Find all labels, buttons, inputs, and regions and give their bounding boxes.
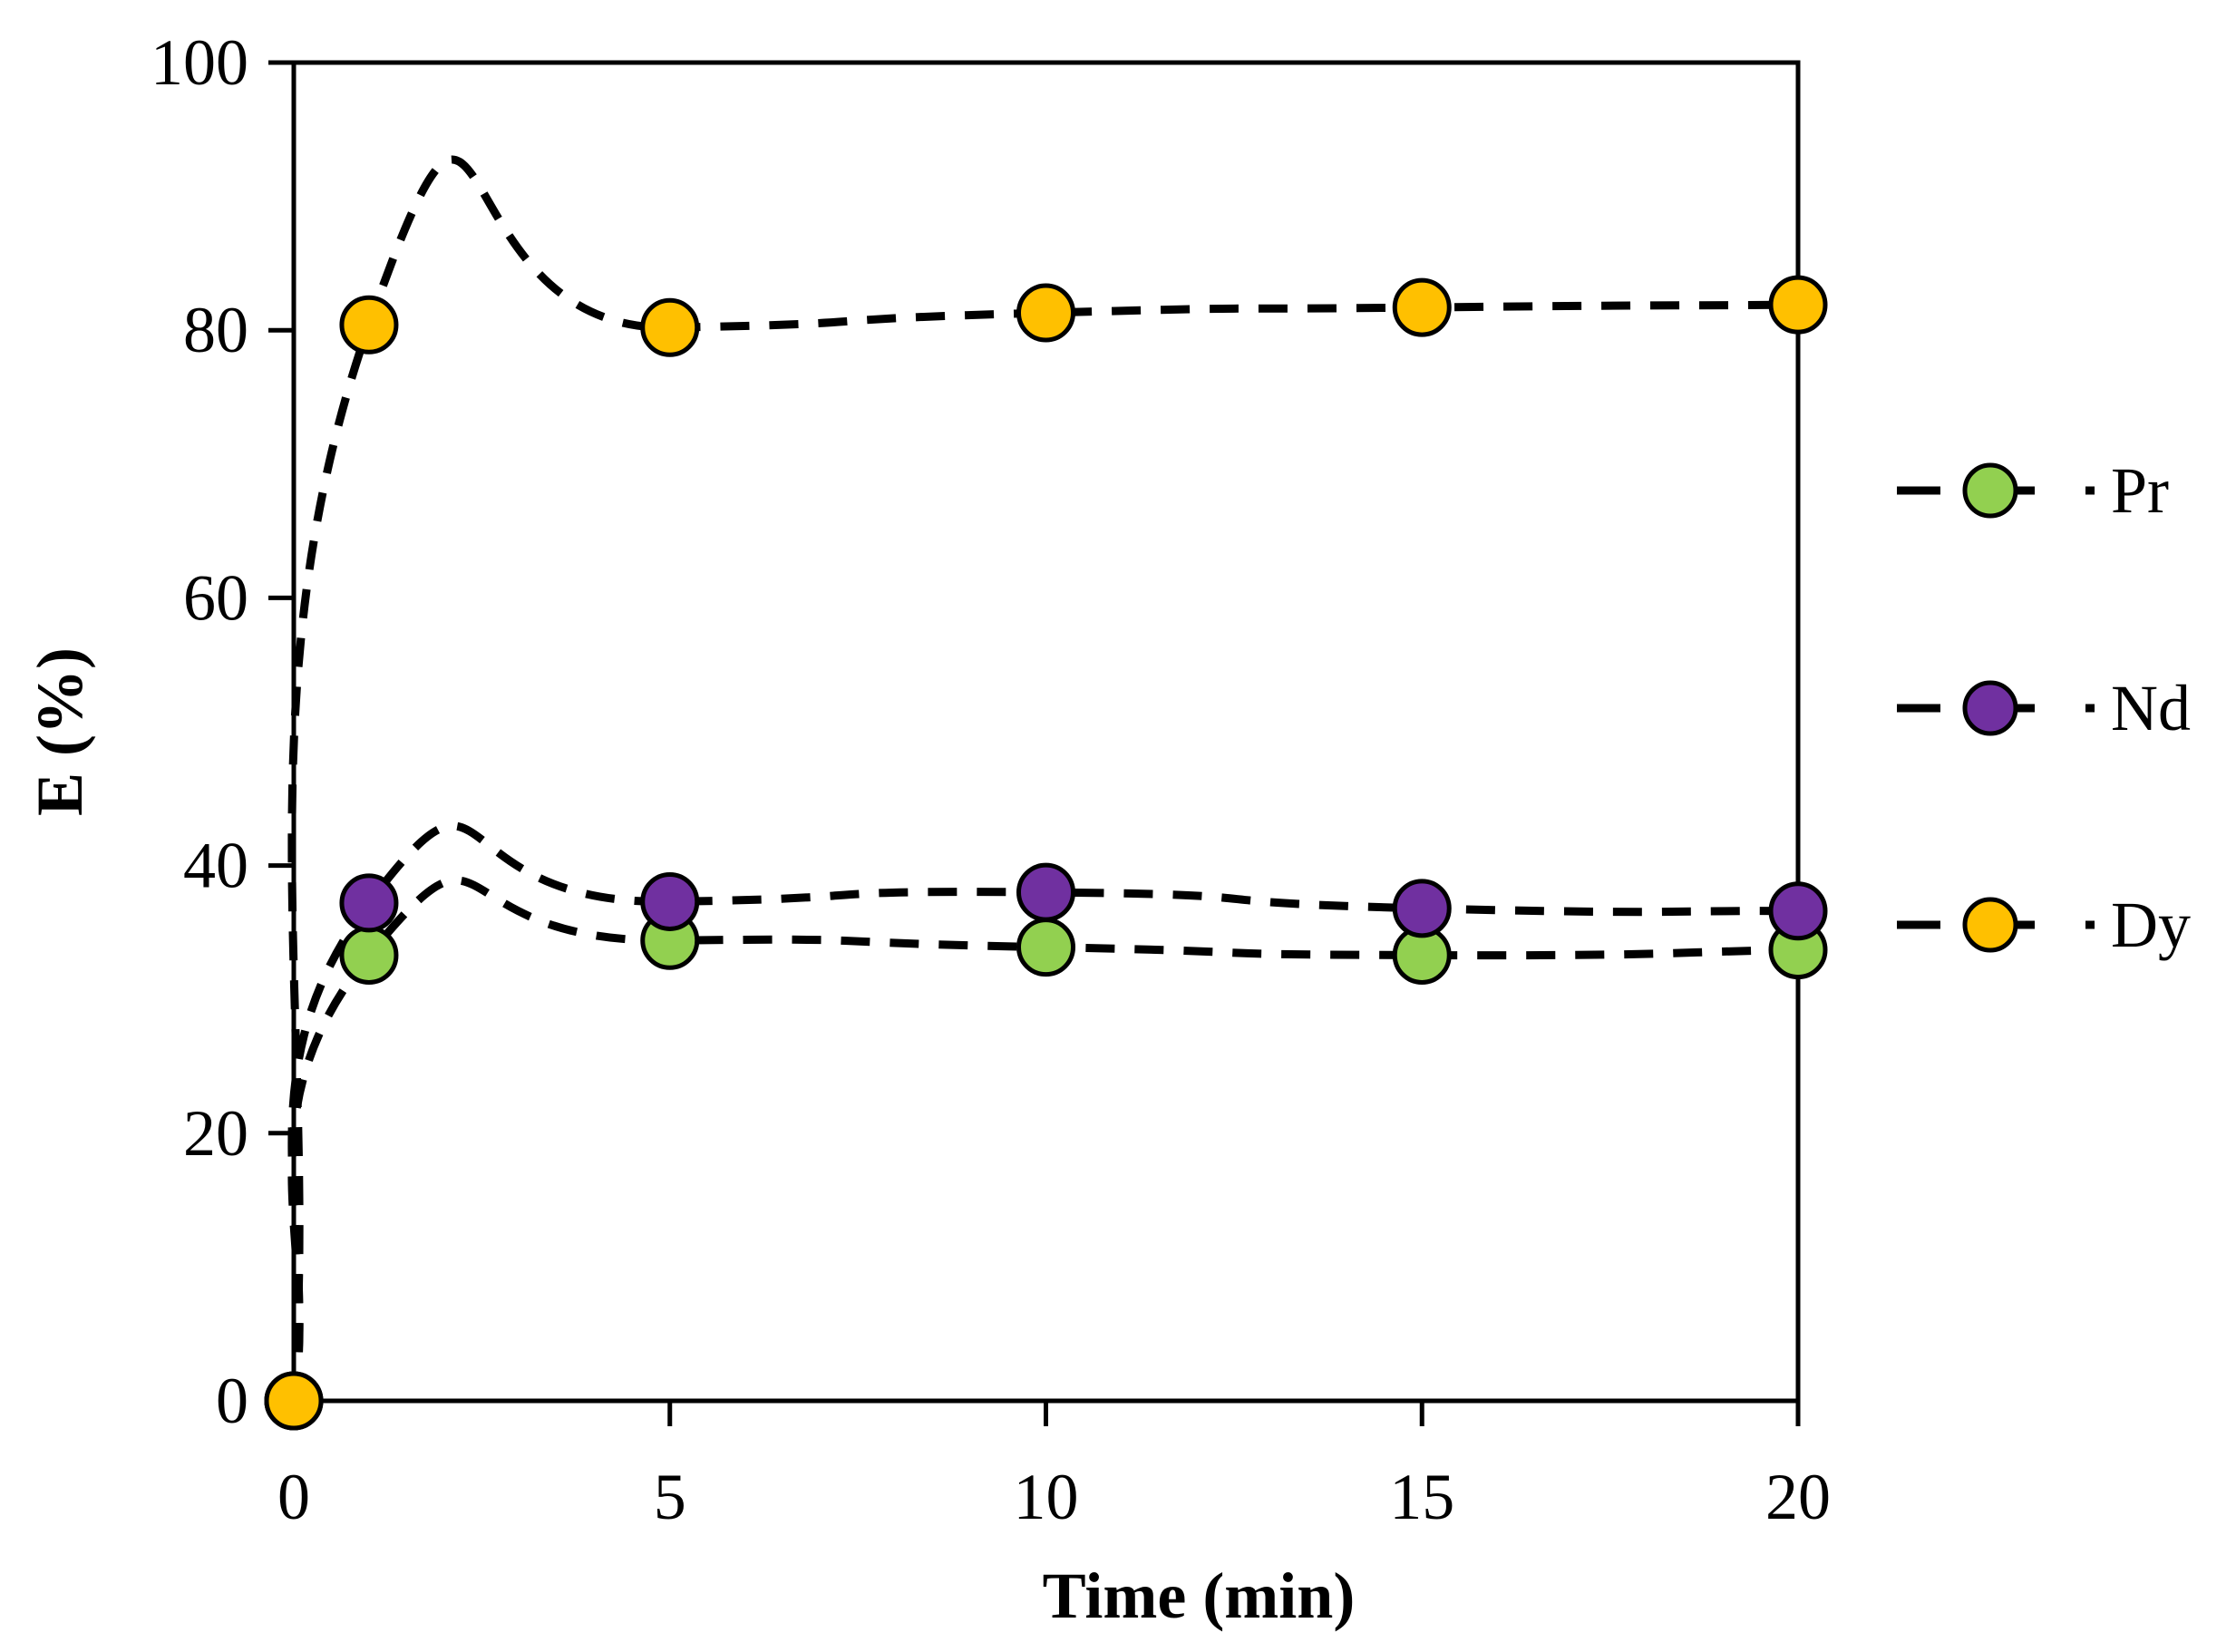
data-point-dy: [264, 1371, 324, 1431]
plot-area-border: [291, 60, 1801, 1404]
data-point-nd: [1392, 879, 1452, 938]
y-tick-label: 40: [183, 830, 248, 902]
y-axis-ticks: 0 20 40 60 80 100: [151, 26, 294, 1437]
data-point-pr: [339, 925, 399, 985]
data-point-nd: [339, 873, 399, 933]
data-point-dy: [1016, 283, 1075, 343]
y-tick-label: 80: [183, 294, 248, 366]
legend-label-pr: Pr: [2111, 454, 2169, 527]
x-tick-label: 20: [1765, 1461, 1831, 1533]
x-axis-ticks: 0 5 10 15 20: [277, 1401, 1831, 1533]
data-point-pr: [1016, 918, 1075, 977]
y-tick-label: 20: [183, 1097, 248, 1170]
legend-label-nd: Nd: [2111, 672, 2191, 744]
y-axis-title: E (%): [24, 647, 96, 816]
legend-marker-dy: [1962, 897, 2018, 953]
x-tick-label: 10: [1014, 1461, 1079, 1533]
legend-marker-nd: [1962, 680, 2018, 736]
y-tick-label: 0: [216, 1365, 248, 1437]
legend-marker-pr: [1962, 462, 2018, 519]
legend-label-dy: Dy: [2111, 889, 2191, 961]
series-points: [264, 275, 1828, 1431]
series-lines: [287, 155, 1799, 1402]
data-point-dy: [640, 297, 700, 357]
data-point-dy: [339, 295, 399, 355]
x-tick-label: 0: [277, 1461, 310, 1533]
x-axis-title: Time (min): [1043, 1560, 1356, 1632]
plot-frame: [291, 60, 1801, 1404]
series-line-dy: [287, 155, 1799, 1402]
y-tick-label: 100: [151, 26, 248, 99]
data-point-dy: [1768, 275, 1828, 335]
data-point-nd: [640, 871, 700, 931]
legend: Pr Nd Dy: [1897, 454, 2191, 961]
x-tick-label: 5: [654, 1461, 686, 1533]
y-tick-label: 60: [183, 561, 248, 634]
data-point-dy: [1392, 277, 1452, 337]
series-line-pr: [287, 876, 1799, 1402]
data-point-nd: [1016, 862, 1075, 922]
x-tick-label: 15: [1389, 1461, 1454, 1533]
data-point-nd: [1768, 881, 1828, 941]
